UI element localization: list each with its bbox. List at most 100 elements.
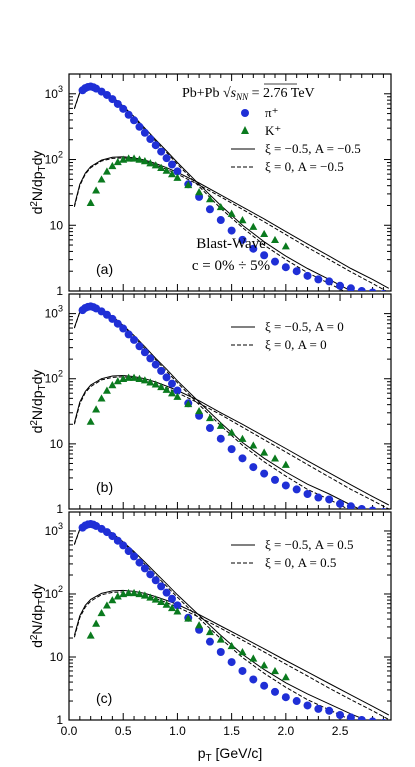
kaon-data-point [102, 601, 111, 609]
pion-data-point [227, 658, 236, 667]
kaon-data-point [86, 631, 95, 639]
kaon-data-point [270, 235, 279, 244]
y-tick-label: 1 [56, 502, 63, 516]
x-tick-label: 2.5 [332, 724, 349, 738]
pion-data-point [157, 147, 166, 156]
pion-data-point [380, 718, 387, 720]
model-range: c = 0% ÷ 5% [192, 258, 270, 274]
pion-data-point [238, 454, 247, 463]
curves [73, 85, 390, 291]
kaon-data-point [260, 448, 269, 456]
kaon-data-point [173, 392, 182, 400]
pion-data-point [249, 244, 258, 253]
pion-data-point [162, 373, 171, 382]
kaon-data-point [157, 597, 166, 606]
legend: Pb+Pb √sNN = 2.76 TeV π⁺ K⁺ ξ = −0.5, A = −… [182, 83, 361, 174]
data-points [78, 302, 387, 509]
kaon-data-point [151, 595, 160, 603]
pion-data-point [157, 582, 166, 591]
kaon-data-point [157, 163, 166, 171]
kaon-data-point [97, 175, 106, 183]
kaon-data-point [216, 421, 225, 429]
kaon-data-point [92, 186, 101, 194]
pion-data-point [281, 481, 290, 490]
kaon-data-point [157, 382, 166, 391]
pion-data-point [357, 287, 366, 291]
plot-frame [68, 511, 392, 721]
kaon-data-point [92, 405, 101, 413]
solid-curve-pion [73, 305, 361, 509]
kaon-data-point [97, 394, 106, 402]
kaon-data-point [135, 155, 144, 163]
pion-data-point [113, 319, 122, 328]
kaon-data-point [173, 607, 182, 615]
kaon-data-point [173, 173, 182, 181]
pion-data-point [113, 99, 122, 108]
kaon-data-point [102, 167, 111, 175]
pion-data-point [146, 135, 155, 144]
kaon-data-point [205, 627, 214, 636]
pion-data-point [292, 697, 301, 706]
pion-data-point [368, 288, 377, 291]
pion-data-point [130, 116, 139, 125]
kaon-data-point [162, 166, 171, 174]
kaon-data-point [249, 222, 258, 230]
plot-frame [68, 73, 392, 292]
pion-data-point [167, 379, 176, 388]
pion-data-point [135, 342, 144, 351]
pion-data-point [140, 128, 149, 137]
pion-data-point [108, 314, 117, 323]
kaon-data-point [205, 413, 214, 422]
kaon-data-point [113, 592, 122, 600]
curves [73, 305, 390, 509]
pion-data-point [205, 424, 214, 433]
system-label: Pb+Pb √sNN = 2.76 TeV [182, 86, 315, 102]
pion-data-point [124, 547, 133, 556]
pion-data-point [227, 445, 236, 454]
pion-data-point [119, 324, 128, 333]
pion-data-point [368, 506, 377, 509]
dashed-curve-pion [73, 305, 350, 509]
kaon-data-point [124, 588, 133, 597]
pion-data-point [167, 160, 176, 169]
kaon-data-point [270, 666, 279, 675]
legend-solid-label: ξ = −0.5, A = 0 [265, 319, 344, 334]
kaon-data-point [108, 381, 117, 389]
x-tick-label: 1.5 [223, 724, 240, 738]
pion-data-point [314, 704, 323, 713]
pion-data-point [146, 570, 155, 579]
dashed-curve-pion [73, 523, 353, 720]
curves [73, 522, 390, 720]
pion-data-point [314, 275, 323, 284]
panel-label: (b) [96, 479, 113, 495]
legend-solid-label: ξ = −0.5, A = 0.5 [265, 537, 353, 552]
pion-data-point [130, 335, 139, 344]
legend-pion-label: π⁺ [265, 105, 278, 120]
kaon-data-point [130, 373, 139, 381]
pion-data-point [135, 122, 144, 131]
x-tick-label: 0.5 [115, 724, 132, 738]
kaon-data-point [146, 378, 155, 386]
kaon-data-point [184, 399, 193, 408]
legend-dashed-label: ξ = 0, A = −0.5 [265, 159, 344, 174]
dashed-curve-kaon [73, 591, 390, 720]
pion-data-point [380, 507, 387, 509]
pion-data-point [270, 687, 279, 696]
pion-data-point [303, 271, 312, 280]
kaon-data-point [195, 188, 204, 196]
kaon-data-point [140, 591, 149, 599]
pion-data-point [205, 637, 214, 646]
pion-data-point [227, 226, 236, 235]
pion-data-point [260, 681, 269, 690]
pion-data-point [249, 675, 258, 684]
pion-data-point [325, 277, 334, 286]
pion-data-point [130, 552, 139, 561]
pion-data-point [281, 693, 290, 702]
pion-data-point [336, 711, 345, 720]
pion-data-point [157, 366, 166, 375]
pion-data-point [238, 666, 247, 675]
y-tick-label: 10 [50, 437, 64, 451]
pion-data-point [303, 701, 312, 710]
pion-data-point [205, 205, 214, 214]
x-tick-label: 1.0 [169, 724, 186, 738]
